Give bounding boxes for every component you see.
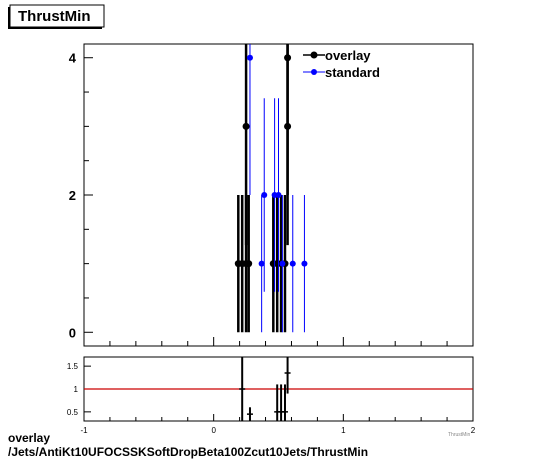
standard-point [279,260,286,267]
ratio-x-axis-label: ThrustMin [448,432,470,438]
title-box: ThrustMin [8,4,105,29]
main-y-tick-label: 4 [69,51,77,66]
ratio-y-tick-label: 1.5 [67,362,79,371]
overlay-point [242,122,250,130]
ratio-y-tick-label: 1 [74,385,79,394]
overlay-point [284,122,292,130]
ratio-x-tick-label: 0 [211,426,216,435]
ratio-plot-marks [84,357,473,421]
main-y-tick-label: 0 [69,325,76,340]
legend-overlay-marker [310,51,318,59]
standard-point [258,260,265,267]
chart-title: ThrustMin [18,8,91,25]
legend-standard-marker [311,69,317,75]
footer-overlay-label: overlay [8,431,51,445]
standard-point [246,54,253,61]
ratio-plot-axes: 0.5 1 1.5 -1 0 1 2 [67,362,476,435]
ratio-x-tick-label: 2 [471,426,476,435]
overlay-point [245,260,253,268]
standard-point [301,260,308,267]
legend: overlay standard [303,48,380,80]
main-y-tick-label: 2 [69,188,76,203]
standard-point [261,192,268,198]
overlay-point [284,54,292,62]
standard-point [275,192,282,198]
main-plot-marks [234,44,308,333]
legend-standard-label: standard [325,65,380,80]
ratio-y-tick-label: 0.5 [67,408,79,417]
ratio-x-tick-label: -1 [80,426,88,435]
standard-point [289,260,296,267]
main-plot-axes: 0 2 4 [69,51,474,346]
ratio-x-tick-label: 1 [341,426,346,435]
legend-overlay-label: overlay [325,48,371,63]
footer-path-label: /Jets/AntiKt10UFOCSSKSoftDropBeta100Zcut… [8,445,369,459]
